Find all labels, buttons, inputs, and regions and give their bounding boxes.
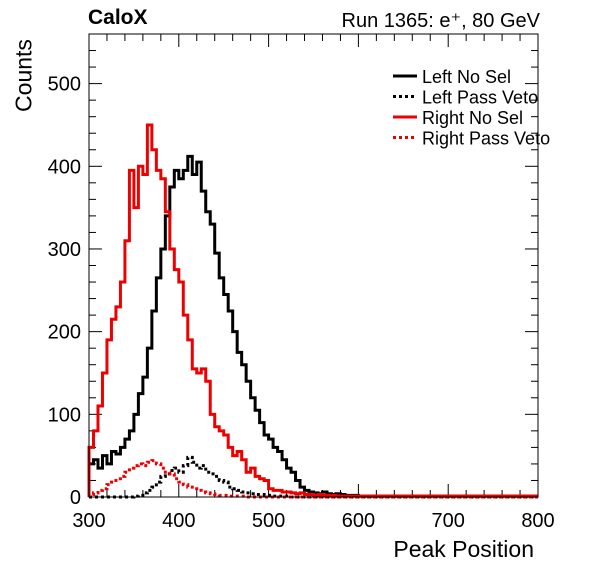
x-tick-label: 300 [72, 510, 105, 532]
legend-label: Right No Sel [422, 108, 523, 128]
series-layer [87, 123, 538, 499]
x-tick-label: 500 [252, 510, 285, 532]
axis-ticks: 300 400 500 600 700 800 0 100 200 300 400 500 [48, 33, 555, 532]
series-left-pass-veto [89, 455, 538, 499]
legend-label: Right Pass Veto [422, 129, 550, 149]
y-tick-label: 0 [70, 487, 81, 509]
series-left-no-sel [87, 154, 538, 498]
x-tick-label: 400 [162, 510, 195, 532]
plot-frame [88, 33, 539, 498]
y-tick-label: 400 [48, 156, 81, 178]
chart-title-right: Run 1365: e⁺, 80 GeV [341, 10, 540, 32]
y-tick-label: 200 [48, 322, 81, 344]
x-tick-label: 600 [342, 510, 375, 532]
x-axis-label: Peak Position [393, 536, 534, 562]
chart-title-left: CaloX [88, 6, 148, 29]
y-tick-label: 300 [48, 239, 81, 261]
y-tick-label: 100 [48, 404, 81, 426]
x-tick-label: 800 [521, 510, 554, 532]
y-tick-label: 500 [48, 74, 81, 96]
legend-label: Left Pass Veto [422, 88, 538, 108]
legend-label: Left No Sel [422, 67, 511, 87]
x-tick-label: 700 [432, 510, 465, 532]
series-right-no-sel [87, 123, 538, 498]
